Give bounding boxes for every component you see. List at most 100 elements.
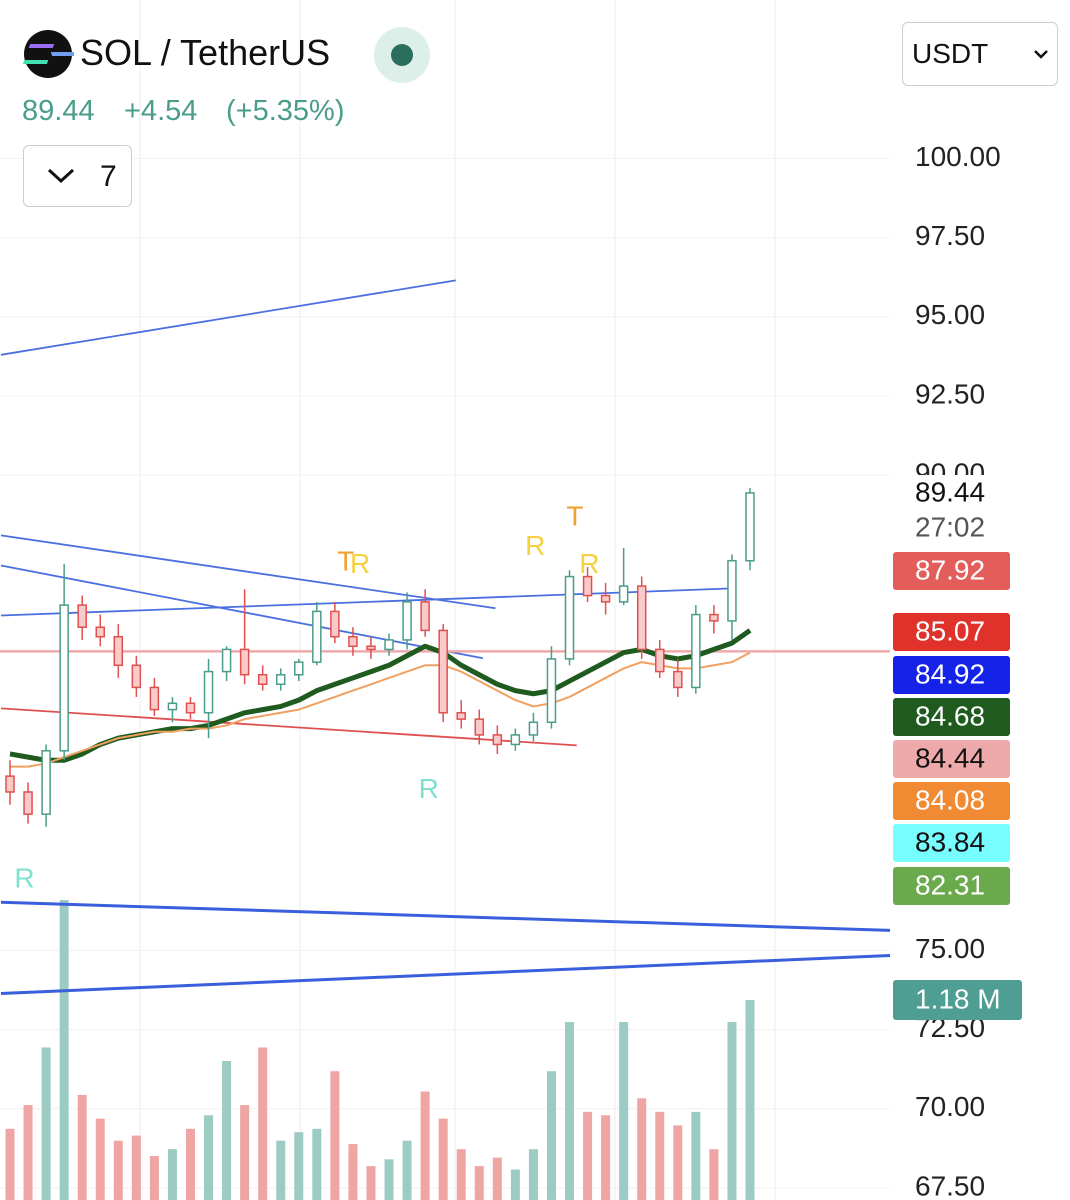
volume-bar	[366, 1166, 376, 1200]
candle-body	[474, 718, 485, 736]
volume-bar	[565, 1022, 575, 1200]
volume-bar	[727, 1022, 737, 1200]
annotation: T	[566, 501, 583, 532]
candle-body	[113, 635, 124, 667]
volume-bar	[258, 1047, 268, 1200]
candle-body	[438, 629, 448, 714]
price-label-box	[893, 656, 1010, 694]
candle-body	[59, 604, 69, 752]
candle-body	[294, 661, 304, 676]
volume-bar	[185, 1128, 195, 1200]
volume-bar	[5, 1128, 15, 1200]
moving-average	[10, 651, 751, 768]
volume-bar	[59, 900, 69, 1200]
volume-bar	[23, 1105, 33, 1200]
candle-body	[95, 626, 105, 638]
candle-body	[564, 575, 575, 660]
trendline	[0, 279, 456, 356]
y-tick-label: 97.50	[915, 220, 985, 251]
chevron	[1034, 50, 1048, 59]
candle-body	[348, 635, 358, 648]
annotation: R	[419, 773, 439, 804]
candle-body	[257, 674, 268, 686]
y-tick-label: 67.50	[915, 1170, 985, 1200]
trendline	[0, 564, 484, 660]
price-label: 84.92	[915, 658, 985, 689]
volume-bar	[655, 1111, 665, 1200]
volume-bar	[709, 1149, 719, 1200]
volume-bar	[113, 1140, 123, 1200]
volume-bar	[95, 1118, 105, 1200]
price-label: 83.84	[915, 826, 985, 857]
candle-body	[131, 664, 142, 689]
annotation: R	[14, 863, 34, 894]
trendline	[0, 900, 890, 932]
price-label-box	[893, 698, 1010, 736]
candle-body	[510, 734, 521, 746]
volume-bar	[601, 1115, 611, 1200]
volume-bar	[619, 1022, 629, 1200]
volume-bar	[294, 1132, 304, 1200]
annotation: R	[350, 548, 370, 579]
annotation: R	[525, 530, 545, 561]
candle-body	[727, 559, 737, 622]
y-tick-label: 100.00	[915, 141, 1001, 172]
candle-body	[23, 791, 33, 815]
volume-label: 1.18 M	[915, 983, 1001, 1014]
volume-bar	[276, 1140, 286, 1200]
volume-bar	[673, 1125, 683, 1200]
volume-bar	[456, 1149, 466, 1200]
candle-body	[600, 594, 611, 603]
candle-body	[456, 712, 466, 720]
candle-body	[582, 575, 593, 597]
interval-toggle[interactable]: 7	[23, 145, 132, 207]
candle-body	[384, 639, 394, 651]
candle-body	[203, 670, 214, 714]
candle-body	[655, 648, 665, 673]
price-label: 84.44	[915, 742, 985, 773]
symbol: SOL / TetherUS	[80, 32, 331, 73]
trendline	[0, 587, 736, 617]
price-label: 87.92	[915, 554, 985, 585]
price-label: 84.68	[915, 700, 985, 731]
candle-body	[275, 674, 286, 686]
annotation: T	[337, 546, 354, 577]
candle-body	[5, 775, 15, 793]
quote-select[interactable]: USDT	[902, 22, 1058, 86]
candle-body	[149, 686, 160, 711]
volume-bar	[528, 1149, 538, 1200]
candle-body	[221, 648, 232, 673]
volume-bar	[384, 1159, 394, 1200]
candle-body	[402, 601, 412, 641]
trendline	[0, 707, 577, 747]
volume-bar	[474, 1166, 484, 1200]
interval: 7	[100, 160, 117, 193]
candle-body	[77, 604, 87, 628]
volume-bar	[492, 1157, 502, 1200]
candle-body	[185, 702, 196, 714]
volume-bar	[131, 1135, 141, 1200]
price-label-box	[893, 782, 1010, 820]
price-label-box	[893, 613, 1010, 651]
last-price: 89.44	[22, 95, 95, 127]
candle-body	[239, 648, 250, 676]
volume-bar	[691, 1111, 701, 1200]
volume-bar	[438, 1118, 448, 1200]
volume-bar	[330, 1071, 340, 1200]
volume-bar	[637, 1098, 647, 1200]
candle-body	[636, 585, 647, 651]
volume-bar	[240, 1105, 250, 1200]
volume-bar	[510, 1169, 520, 1200]
countdown: 27:02	[915, 511, 985, 542]
volume-bar	[222, 1061, 232, 1200]
candle-body	[420, 601, 430, 632]
volume-bar	[402, 1140, 412, 1200]
volume-bar	[204, 1115, 214, 1200]
trendline	[0, 953, 890, 995]
candle-body	[709, 613, 719, 622]
candle-body	[366, 645, 376, 651]
trendline	[0, 534, 496, 610]
volume-bar	[745, 1000, 755, 1200]
candle-body	[492, 734, 503, 746]
status[interactable]	[374, 27, 430, 83]
